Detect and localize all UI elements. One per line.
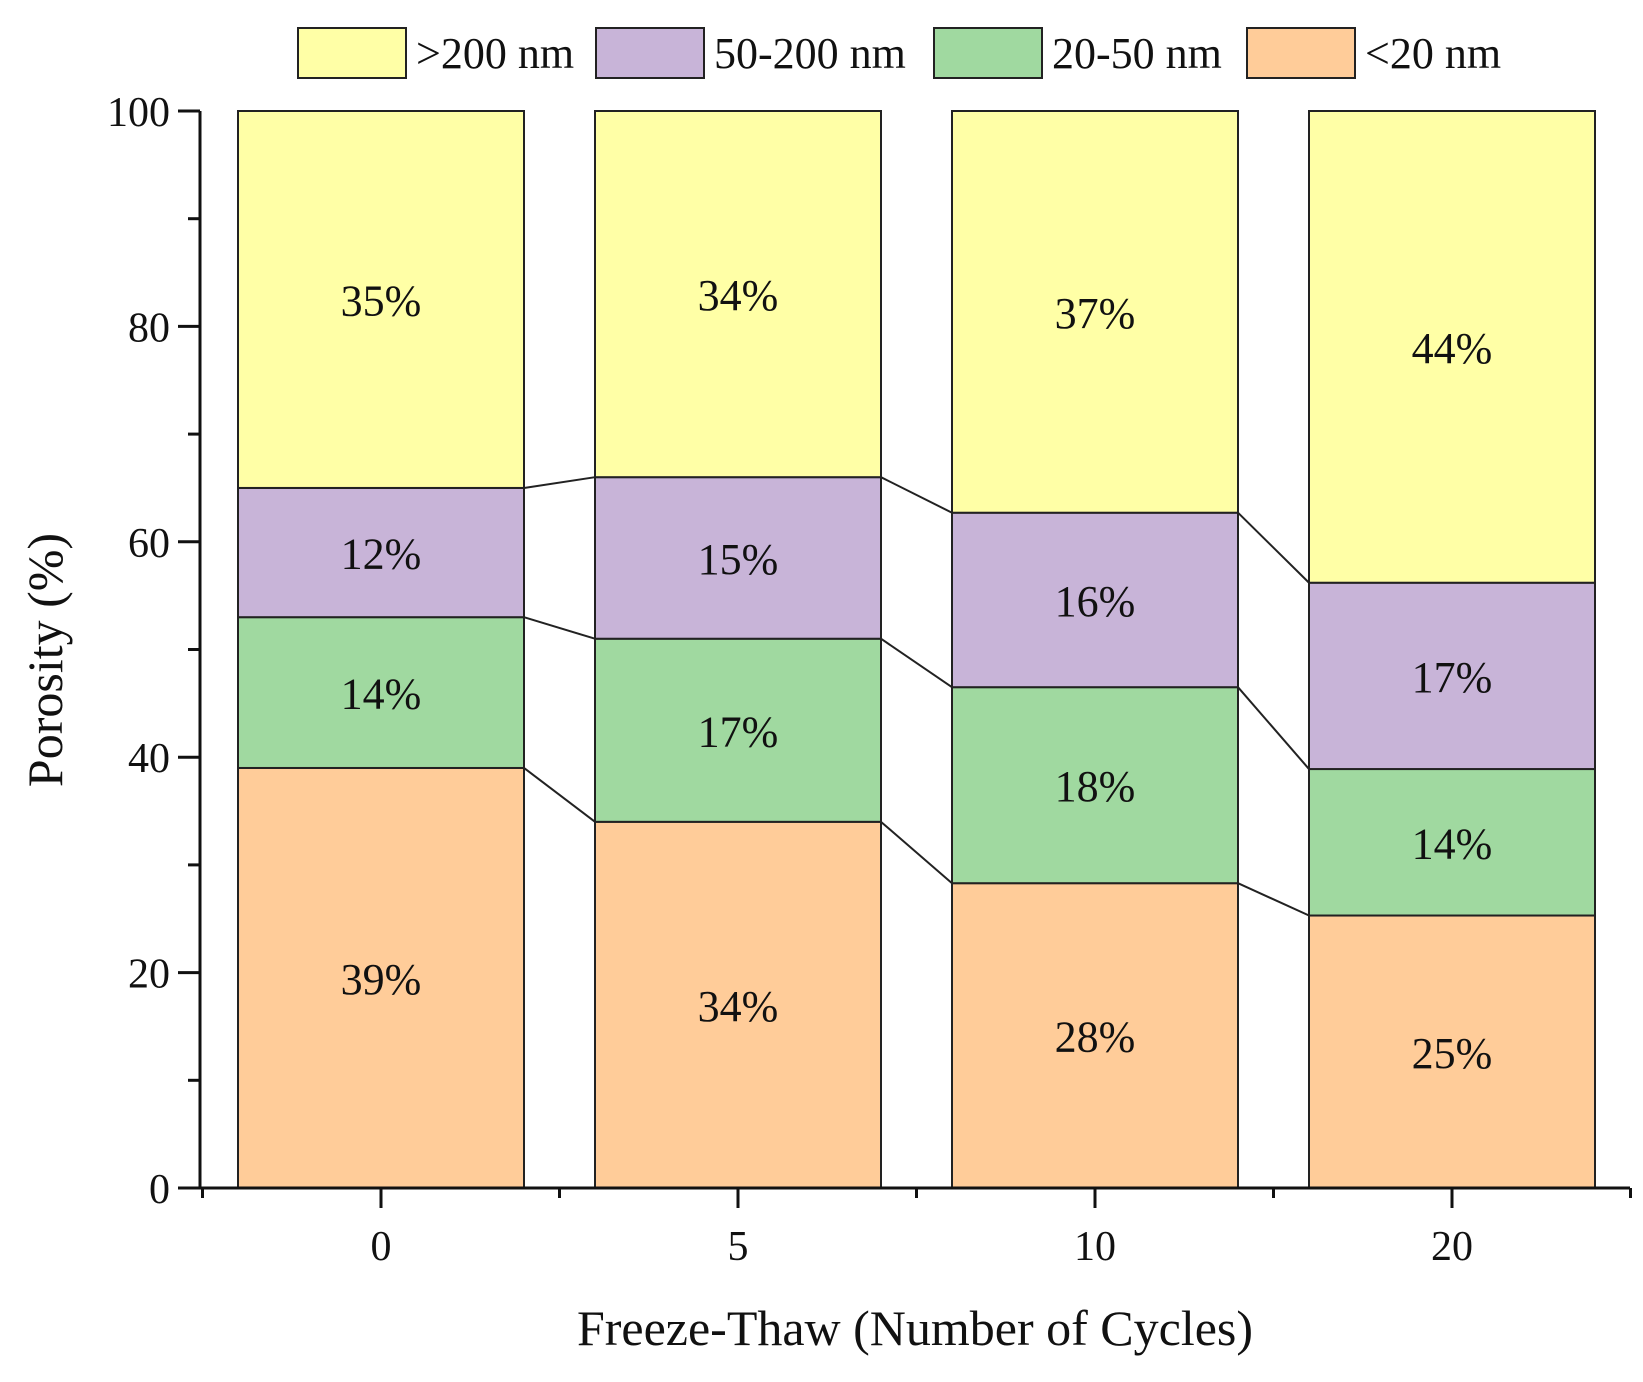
axes-layer: 0 20 40 60 80 100 0 5 10 20	[107, 90, 1632, 1270]
connector-line	[523, 616, 596, 640]
data-label: 44%	[1412, 324, 1493, 373]
legend: >200 nm 50-200 nm 20-50 nm <20 nm	[297, 27, 1501, 79]
x-tick-label: 5	[728, 1224, 749, 1270]
bar-segment	[594, 110, 882, 479]
y-tick-label: 60	[128, 521, 170, 567]
bar-segment	[594, 476, 882, 640]
legend-label: >200 nm	[416, 29, 574, 78]
x-tick-label: 20	[1431, 1224, 1473, 1270]
data-label: 37%	[1055, 289, 1136, 338]
connector-line	[523, 476, 596, 489]
legend-swatch	[595, 27, 705, 79]
data-label: 15%	[698, 535, 779, 584]
data-label: 17%	[698, 707, 779, 756]
data-label: 18%	[1055, 762, 1136, 811]
y-tick-label: 100	[107, 90, 170, 136]
connector-line	[1237, 686, 1310, 770]
data-label: 14%	[1412, 819, 1493, 868]
data-label: 12%	[341, 530, 422, 579]
data-label: 14%	[341, 670, 422, 719]
data-label: 39%	[341, 955, 422, 1004]
connector-line	[880, 637, 953, 689]
bar-segment	[237, 766, 525, 1189]
x-axis-title: Freeze-Thaw (Number of Cycles)	[577, 1300, 1253, 1356]
legend-swatch	[297, 27, 407, 79]
y-tick-label: 40	[128, 736, 170, 782]
legend-swatch	[933, 27, 1043, 79]
connector-lines-layer	[523, 476, 1310, 917]
bar-segment	[951, 511, 1239, 689]
bars-layer	[237, 110, 1596, 1189]
bar-segment	[951, 686, 1239, 885]
data-label: 34%	[698, 982, 779, 1031]
connector-line	[1237, 882, 1310, 917]
data-label: 17%	[1412, 653, 1493, 702]
bar-segment	[1308, 914, 1596, 1189]
data-label: 34%	[698, 271, 779, 320]
bar-segment	[951, 110, 1239, 514]
connector-line	[1237, 512, 1310, 584]
data-label: 25%	[1412, 1029, 1493, 1078]
bar-segment	[237, 616, 525, 769]
data-label: 16%	[1055, 577, 1136, 626]
data-label: 28%	[1055, 1013, 1136, 1062]
connector-line	[880, 821, 953, 884]
legend-label: <20 nm	[1365, 29, 1501, 78]
connector-line	[880, 476, 953, 514]
bar-segment	[594, 637, 882, 823]
x-tick-label: 0	[371, 1224, 392, 1270]
legend-swatch	[1246, 27, 1356, 79]
y-tick-label: 0	[149, 1167, 170, 1213]
connector-line	[523, 767, 596, 823]
bar-segment	[1308, 110, 1596, 584]
y-tick-label: 20	[128, 952, 170, 998]
legend-label: 20-50 nm	[1052, 29, 1222, 78]
x-tick-label: 10	[1074, 1224, 1116, 1270]
data-label: 35%	[341, 276, 422, 325]
bar-segment	[1308, 581, 1596, 771]
bar-segment	[237, 110, 525, 489]
legend-label: 50-200 nm	[714, 29, 906, 78]
bar-segment	[594, 820, 882, 1189]
y-tick-label: 80	[128, 305, 170, 351]
y-axis-title: Porosity (%)	[17, 533, 73, 787]
data-labels-layer: 39% 14% 12% 35% 34% 17% 15% 34% 28% 18% 16% 37% 25% 1…	[341, 271, 1493, 1078]
